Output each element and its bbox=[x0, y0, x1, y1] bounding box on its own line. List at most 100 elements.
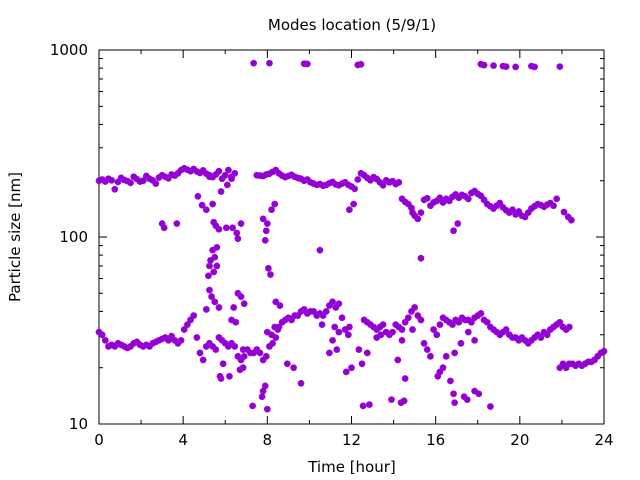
data-point bbox=[331, 323, 338, 331]
data-point bbox=[436, 194, 444, 202]
data-point bbox=[454, 220, 462, 227]
data-point bbox=[231, 343, 239, 350]
data-point bbox=[215, 304, 223, 311]
data-point bbox=[442, 353, 450, 360]
data-point bbox=[212, 346, 220, 353]
data-point bbox=[464, 195, 472, 203]
data-point bbox=[265, 265, 272, 272]
data-point bbox=[229, 224, 236, 232]
data-point bbox=[477, 310, 485, 317]
data-point bbox=[560, 208, 568, 216]
data-point bbox=[219, 360, 227, 368]
data-point bbox=[379, 182, 387, 189]
data-point bbox=[395, 179, 403, 186]
data-point bbox=[268, 206, 275, 213]
data-point bbox=[417, 254, 425, 262]
data-point bbox=[345, 331, 352, 339]
data-point bbox=[394, 356, 402, 364]
data-point bbox=[436, 321, 444, 328]
data-point bbox=[250, 59, 257, 67]
data-point bbox=[449, 321, 456, 328]
data-point bbox=[215, 167, 223, 175]
data-point bbox=[269, 340, 276, 347]
data-point bbox=[208, 293, 215, 300]
data-point bbox=[502, 326, 510, 333]
data-point bbox=[388, 396, 395, 403]
data-point bbox=[276, 302, 284, 309]
data-point bbox=[401, 375, 409, 382]
data-point bbox=[417, 209, 425, 216]
data-point bbox=[267, 271, 274, 278]
data-point bbox=[398, 337, 406, 344]
data-point bbox=[203, 206, 210, 213]
data-point bbox=[487, 403, 494, 410]
data-point bbox=[389, 328, 396, 336]
data-point bbox=[335, 328, 343, 336]
data-point bbox=[464, 328, 472, 336]
data-point bbox=[262, 353, 270, 360]
data-point bbox=[108, 177, 115, 184]
data-point bbox=[272, 298, 280, 306]
data-point bbox=[193, 334, 201, 341]
data-point bbox=[423, 195, 431, 202]
data-point bbox=[237, 293, 245, 300]
data-point bbox=[258, 393, 266, 400]
data-point bbox=[318, 321, 326, 328]
data-point bbox=[420, 340, 428, 347]
data-point bbox=[216, 372, 224, 380]
data-point bbox=[234, 235, 242, 242]
data-point bbox=[240, 353, 248, 360]
data-point bbox=[256, 349, 264, 357]
data-point bbox=[259, 387, 267, 395]
data-point bbox=[199, 356, 207, 364]
data-point bbox=[230, 304, 237, 311]
data-point bbox=[213, 262, 221, 270]
data-point bbox=[409, 326, 416, 333]
data-point bbox=[543, 331, 551, 339]
data-point bbox=[405, 314, 412, 322]
data-point bbox=[274, 326, 282, 333]
data-points bbox=[95, 59, 608, 413]
y-tick-label: 1000 bbox=[50, 41, 88, 59]
data-point bbox=[457, 340, 465, 347]
data-point bbox=[326, 349, 333, 357]
data-point bbox=[400, 397, 408, 405]
data-point bbox=[160, 224, 168, 232]
data-point bbox=[553, 195, 560, 203]
data-point bbox=[223, 224, 230, 232]
data-point bbox=[348, 364, 355, 372]
data-point bbox=[264, 405, 271, 413]
data-point bbox=[565, 323, 573, 331]
data-point bbox=[198, 201, 206, 209]
data-point bbox=[268, 331, 275, 339]
data-point bbox=[266, 59, 273, 67]
data-point bbox=[211, 298, 219, 306]
data-point bbox=[237, 220, 245, 227]
data-point bbox=[211, 253, 219, 261]
data-point bbox=[290, 364, 297, 372]
data-point bbox=[209, 200, 216, 208]
data-point bbox=[409, 209, 416, 216]
data-point bbox=[483, 318, 491, 326]
x-axis-label: Time [hour] bbox=[307, 458, 396, 476]
data-point bbox=[259, 215, 267, 223]
data-point bbox=[502, 63, 510, 70]
data-point bbox=[240, 300, 248, 307]
data-point bbox=[417, 316, 425, 324]
data-point bbox=[233, 229, 241, 237]
data-point bbox=[471, 337, 478, 344]
data-point bbox=[215, 225, 223, 233]
data-point bbox=[355, 346, 363, 353]
data-point bbox=[411, 304, 418, 311]
data-point bbox=[359, 402, 367, 410]
data-point bbox=[556, 63, 564, 70]
data-point bbox=[271, 200, 278, 208]
data-point bbox=[414, 215, 422, 223]
data-point bbox=[366, 401, 373, 408]
data-point bbox=[423, 346, 431, 353]
data-point bbox=[224, 181, 231, 189]
data-point bbox=[475, 390, 483, 398]
data-point bbox=[210, 268, 217, 276]
data-point bbox=[451, 349, 458, 357]
data-point bbox=[451, 399, 458, 406]
